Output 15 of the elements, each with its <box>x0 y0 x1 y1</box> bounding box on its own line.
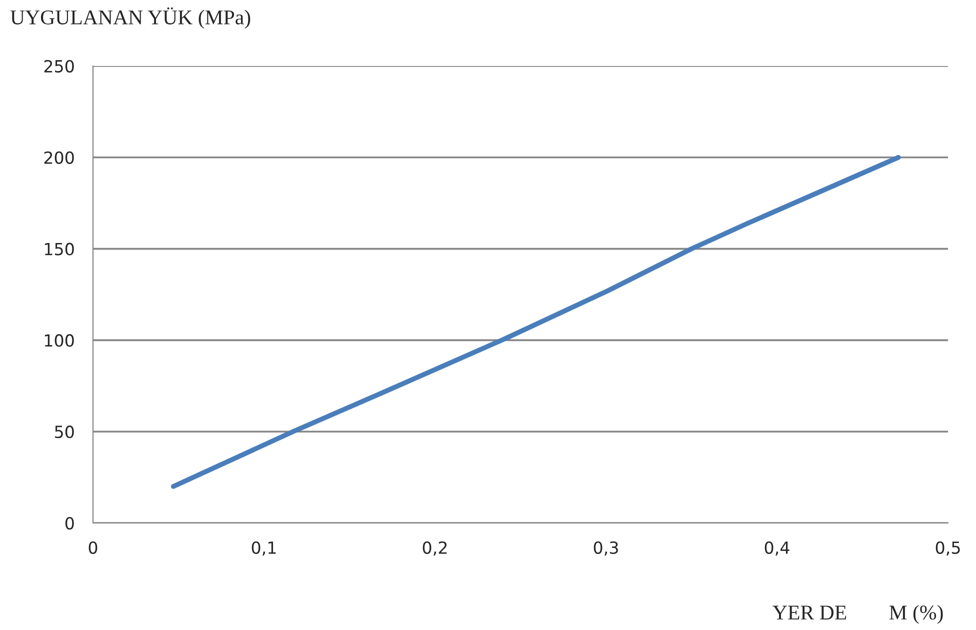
x-axis-title: YER DE M (%) <box>772 604 943 624</box>
y-tick-label: 250 <box>44 60 74 73</box>
y-axis-title: UYGULANAN YÜK (MPa) <box>10 7 250 29</box>
x-tick-label: 0,1 <box>252 541 276 556</box>
x-tick-label: 0 <box>88 541 98 554</box>
y-tick-label: 100 <box>44 334 74 347</box>
x-tick-label: 0,2 <box>422 541 447 556</box>
x-tick-label: 0,3 <box>594 541 618 556</box>
y-tick-label: 0 <box>65 516 74 530</box>
x-tick-label: 0,4 <box>764 541 790 556</box>
y-tick-label: 50 <box>55 426 74 438</box>
y-tick-label: 200 <box>44 151 74 164</box>
line-series <box>170 154 901 489</box>
y-tick-label: 150 <box>44 242 74 256</box>
x-tick-label: 0,5 <box>936 541 960 556</box>
